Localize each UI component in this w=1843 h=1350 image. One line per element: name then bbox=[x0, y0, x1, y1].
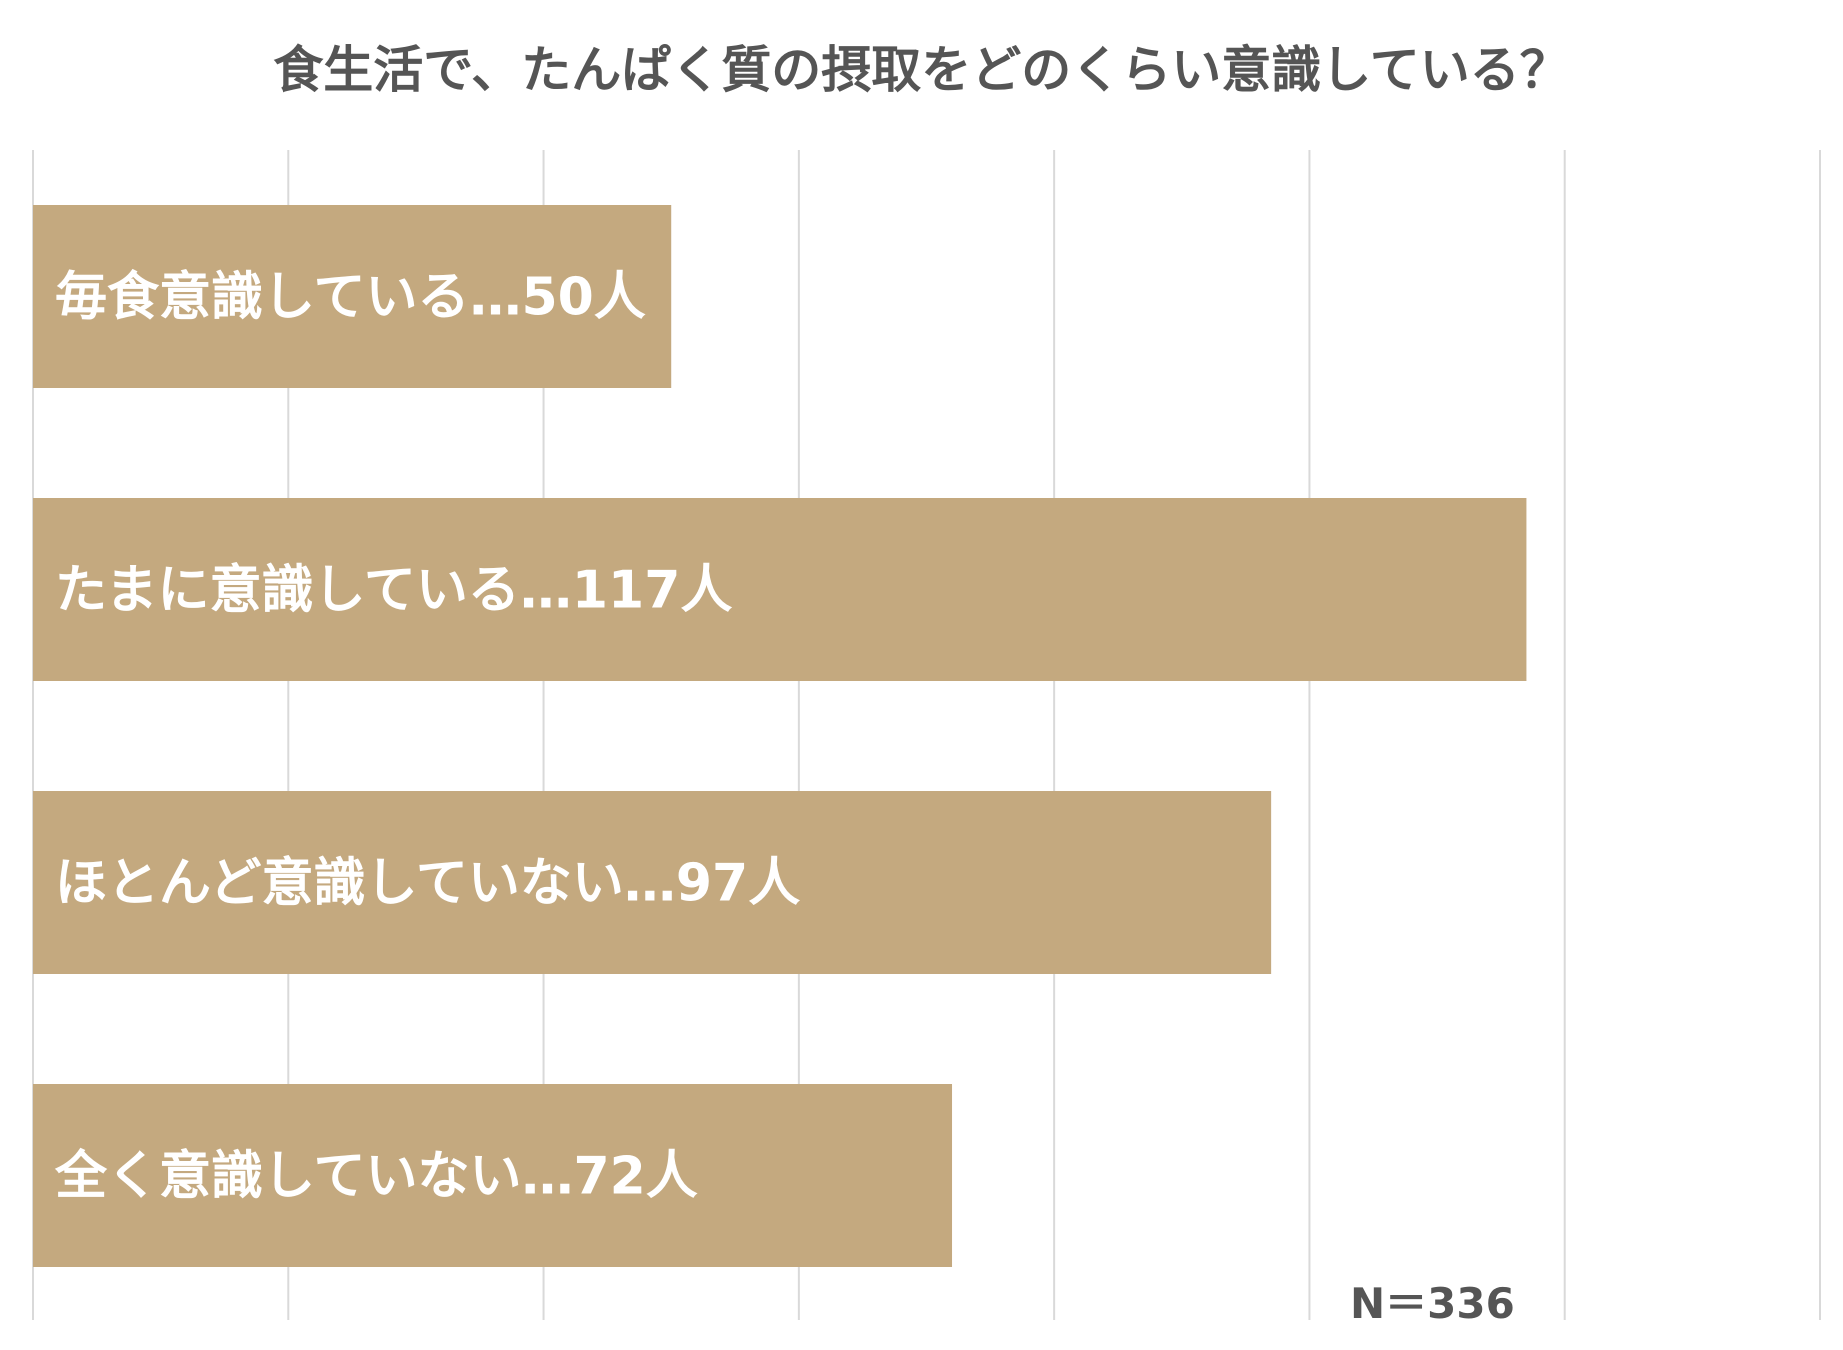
bar-label-2: ほとんど意識していない…97人 bbox=[55, 854, 800, 914]
chart-title: 食生活で、たんぱく質の摂取をどのくらい意識している？ bbox=[273, 41, 1570, 99]
bar-3 bbox=[33, 1084, 953, 1267]
bar-label-3: 全く意識していない…72人 bbox=[54, 1147, 698, 1207]
bar-label-0: 毎食意識している…50人 bbox=[55, 268, 646, 328]
sample-size-note: N＝336 bbox=[1350, 1279, 1515, 1328]
bar-labels: 毎食意識している…50人たまに意識している…117人ほとんど意識していない…97… bbox=[54, 268, 800, 1207]
bar-0 bbox=[33, 205, 672, 388]
bar-2 bbox=[33, 791, 1272, 974]
bar-label-1: たまに意識している…117人 bbox=[55, 561, 732, 621]
bars bbox=[33, 205, 1527, 1267]
bar-1 bbox=[33, 498, 1527, 681]
